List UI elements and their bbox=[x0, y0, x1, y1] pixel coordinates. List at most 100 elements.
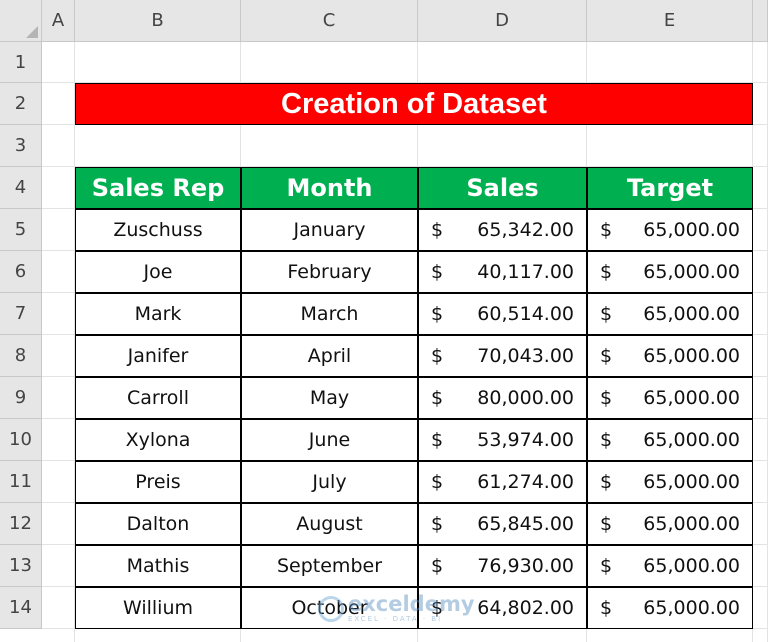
row-header-12[interactable]: 12 bbox=[0, 503, 42, 545]
sales-amount: 65,845.00 bbox=[477, 513, 574, 535]
table-cell-sales[interactable]: $53,974.00 bbox=[418, 419, 587, 461]
gridline-horizontal bbox=[42, 82, 768, 83]
currency-symbol: $ bbox=[600, 303, 613, 325]
table-cell-month[interactable]: February bbox=[241, 251, 418, 293]
table-cell-rep[interactable]: Janifer bbox=[75, 335, 241, 377]
currency-symbol: $ bbox=[600, 471, 613, 493]
target-amount: 65,000.00 bbox=[643, 387, 740, 409]
table-cell-rep[interactable]: Willium bbox=[75, 587, 241, 629]
table-cell-rep[interactable]: Joe bbox=[75, 251, 241, 293]
table-cell-sales[interactable]: $70,043.00 bbox=[418, 335, 587, 377]
table-header-month[interactable]: Month bbox=[241, 167, 418, 209]
target-amount: 65,000.00 bbox=[643, 555, 740, 577]
table-cell-target[interactable]: $65,000.00 bbox=[587, 587, 753, 629]
table-header-rep[interactable]: Sales Rep bbox=[75, 167, 241, 209]
currency-symbol: $ bbox=[431, 555, 444, 577]
row-header-8[interactable]: 8 bbox=[0, 335, 42, 377]
target-amount: 65,000.00 bbox=[643, 597, 740, 619]
target-amount: 65,000.00 bbox=[643, 219, 740, 241]
currency-symbol: $ bbox=[431, 387, 444, 409]
sales-amount: 64,802.00 bbox=[477, 597, 574, 619]
table-cell-target[interactable]: $65,000.00 bbox=[587, 251, 753, 293]
table-cell-month[interactable]: May bbox=[241, 377, 418, 419]
row-header-1[interactable]: 1 bbox=[0, 42, 42, 83]
row-header-6[interactable]: 6 bbox=[0, 251, 42, 293]
row-header-14[interactable]: 14 bbox=[0, 587, 42, 629]
select-all-corner[interactable] bbox=[0, 0, 42, 42]
table-cell-rep[interactable]: Mathis bbox=[75, 545, 241, 587]
row-header-11[interactable]: 11 bbox=[0, 461, 42, 503]
table-cell-sales[interactable]: $40,117.00 bbox=[418, 251, 587, 293]
sales-amount: 70,043.00 bbox=[477, 345, 574, 367]
table-cell-rep[interactable]: Carroll bbox=[75, 377, 241, 419]
currency-symbol: $ bbox=[431, 219, 444, 241]
target-amount: 65,000.00 bbox=[643, 303, 740, 325]
table-cell-target[interactable]: $65,000.00 bbox=[587, 461, 753, 503]
table-cell-target[interactable]: $65,000.00 bbox=[587, 377, 753, 419]
select-all-triangle-icon bbox=[26, 26, 38, 38]
currency-symbol: $ bbox=[600, 219, 613, 241]
row-header-4[interactable]: 4 bbox=[0, 167, 42, 209]
currency-symbol: $ bbox=[600, 513, 613, 535]
column-header-b[interactable]: B bbox=[75, 0, 241, 42]
table-cell-rep[interactable]: Preis bbox=[75, 461, 241, 503]
row-header-5[interactable]: 5 bbox=[0, 209, 42, 251]
table-cell-month[interactable]: March bbox=[241, 293, 418, 335]
column-header-d[interactable]: D bbox=[418, 0, 587, 42]
table-cell-rep[interactable]: Xylona bbox=[75, 419, 241, 461]
row-header-3[interactable]: 3 bbox=[0, 125, 42, 167]
currency-symbol: $ bbox=[600, 261, 613, 283]
gridline-vertical bbox=[74, 42, 75, 642]
table-cell-sales[interactable]: $60,514.00 bbox=[418, 293, 587, 335]
row-header-13[interactable]: 13 bbox=[0, 545, 42, 587]
row-header-2[interactable]: 2 bbox=[0, 83, 42, 125]
row-header-9[interactable]: 9 bbox=[0, 377, 42, 419]
target-amount: 65,000.00 bbox=[643, 345, 740, 367]
table-cell-month[interactable]: October bbox=[241, 587, 418, 629]
table-cell-sales[interactable]: $65,845.00 bbox=[418, 503, 587, 545]
table-cell-target[interactable]: $65,000.00 bbox=[587, 335, 753, 377]
table-cell-sales[interactable]: $65,342.00 bbox=[418, 209, 587, 251]
column-header-c[interactable]: C bbox=[241, 0, 418, 42]
table-cell-target[interactable]: $65,000.00 bbox=[587, 503, 753, 545]
table-cell-sales[interactable]: $80,000.00 bbox=[418, 377, 587, 419]
currency-symbol: $ bbox=[600, 345, 613, 367]
table-cell-month[interactable]: August bbox=[241, 503, 418, 545]
dataset-title[interactable]: Creation of Dataset bbox=[75, 83, 753, 125]
sales-amount: 76,930.00 bbox=[477, 555, 574, 577]
table-cell-sales[interactable]: $61,274.00 bbox=[418, 461, 587, 503]
table-cell-month[interactable]: April bbox=[241, 335, 418, 377]
table-cell-rep[interactable]: Dalton bbox=[75, 503, 241, 545]
column-header-a[interactable]: A bbox=[42, 0, 75, 42]
table-cell-target[interactable]: $65,000.00 bbox=[587, 545, 753, 587]
currency-symbol: $ bbox=[431, 429, 444, 451]
table-cell-target[interactable]: $65,000.00 bbox=[587, 293, 753, 335]
column-header-filler bbox=[753, 0, 768, 42]
table-cell-target[interactable]: $65,000.00 bbox=[587, 209, 753, 251]
table-cell-month[interactable]: September bbox=[241, 545, 418, 587]
table-cell-month[interactable]: January bbox=[241, 209, 418, 251]
row-header-7[interactable]: 7 bbox=[0, 293, 42, 335]
currency-symbol: $ bbox=[431, 345, 444, 367]
table-cell-rep[interactable]: Mark bbox=[75, 293, 241, 335]
currency-symbol: $ bbox=[431, 471, 444, 493]
table-cell-target[interactable]: $65,000.00 bbox=[587, 419, 753, 461]
target-amount: 65,000.00 bbox=[643, 261, 740, 283]
table-cell-sales[interactable]: $64,802.00 bbox=[418, 587, 587, 629]
table-cell-month[interactable]: June bbox=[241, 419, 418, 461]
target-amount: 65,000.00 bbox=[643, 429, 740, 451]
table-cell-sales[interactable]: $76,930.00 bbox=[418, 545, 587, 587]
sales-amount: 65,342.00 bbox=[477, 219, 574, 241]
currency-symbol: $ bbox=[431, 597, 444, 619]
target-amount: 65,000.00 bbox=[643, 513, 740, 535]
table-header-target[interactable]: Target bbox=[587, 167, 753, 209]
gridline-horizontal bbox=[42, 166, 768, 167]
row-header-10[interactable]: 10 bbox=[0, 419, 42, 461]
table-cell-month[interactable]: July bbox=[241, 461, 418, 503]
sales-amount: 60,514.00 bbox=[477, 303, 574, 325]
table-header-sales[interactable]: Sales bbox=[418, 167, 587, 209]
table-cell-rep[interactable]: Zuschuss bbox=[75, 209, 241, 251]
currency-symbol: $ bbox=[600, 555, 613, 577]
target-amount: 65,000.00 bbox=[643, 471, 740, 493]
column-header-e[interactable]: E bbox=[587, 0, 753, 42]
